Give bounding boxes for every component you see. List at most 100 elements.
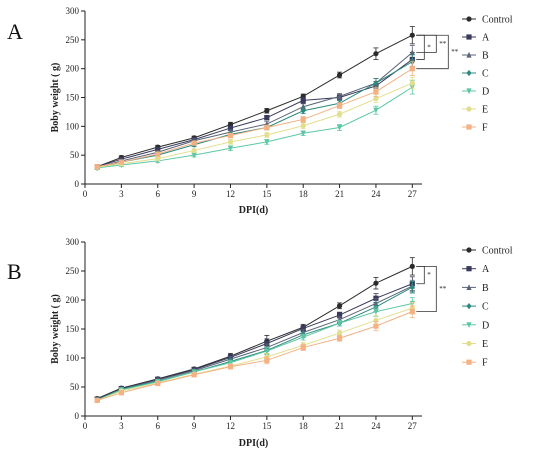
legend-swatch-marker: [466, 88, 472, 95]
legend-item-b: B: [462, 51, 489, 62]
panel-b-series-a-point: [373, 295, 379, 301]
panel-a-significance-bracket: **: [416, 34, 459, 70]
bracket-line: [416, 265, 425, 285]
legend-item-b: B: [462, 283, 489, 294]
panel-a-x-tick-label: 15: [262, 189, 272, 199]
panel-b-series-e-point: [336, 330, 343, 336]
significance-marker: *: [427, 271, 431, 279]
legend-swatch-marker: [466, 340, 472, 347]
panel-b-series-d-point: [373, 309, 379, 315]
panel-a-series-control-point: [409, 32, 415, 38]
panel-a-series-b-point: [409, 49, 415, 56]
legend-label: B: [482, 283, 489, 294]
panel-a-series-d-line: [97, 86, 413, 169]
panel-b: B 0 50 100 150 200 250 300 0 3 6 9 12 15 18 21 24 27 DPI(d…: [7, 237, 513, 449]
panel-a-y-tick-label: 100: [66, 121, 80, 131]
panel-b-series-e-line: [96, 307, 413, 401]
panel-b-series-f-point: [191, 372, 197, 378]
legend-label: F: [482, 123, 488, 134]
panel-b-series-f: [94, 305, 415, 403]
panel-a-series-c-point: [373, 79, 379, 87]
panel-b-significance-bracket: **: [416, 265, 447, 313]
panel-a-y-tick-label: 0: [75, 179, 80, 189]
legend-label: E: [482, 105, 488, 116]
bracket-line: [416, 34, 449, 70]
panel-a-x-tick-label: 24: [371, 189, 381, 199]
panel-b-x-tick-label: 15: [262, 421, 272, 431]
legend-swatch-marker: [466, 359, 472, 365]
panel-b-x-tick-label: 6: [155, 421, 160, 431]
panel-b-series-f-point: [155, 380, 161, 387]
panel-b-y-tick-label: 0: [75, 411, 80, 421]
significance-marker: **: [439, 285, 447, 293]
significance-marker: *: [427, 43, 431, 51]
legend-item-f: F: [462, 358, 488, 369]
significance-marker: **: [451, 48, 459, 56]
panel-a-series-e-point: [300, 123, 306, 129]
panel-a-series-d-point: [227, 145, 234, 152]
panel-a-series-e-point: [264, 132, 270, 138]
panel-a-letter: A: [7, 19, 23, 44]
legend-swatch-marker: [466, 34, 472, 40]
legend-label: E: [482, 339, 488, 350]
panel-a-x-axis-title: DPI(d): [239, 205, 268, 216]
panel-a-y-axis-title: Boby weight ( g): [50, 63, 61, 133]
panel-b-series-c: [94, 281, 415, 403]
panel-a-series-f-point: [373, 89, 379, 95]
panel-a-y-tick-label: 200: [66, 64, 80, 74]
panel-b-y-tick-label: 200: [66, 295, 80, 305]
panel-a-series-c-point: [300, 107, 306, 114]
legend-label: B: [482, 51, 489, 62]
legend-label: A: [482, 264, 490, 275]
legend-swatch-marker: [466, 124, 472, 130]
panel-a-series-f: [94, 61, 415, 170]
panel-a-series-e-line: [97, 82, 413, 168]
legend-label: A: [482, 33, 490, 44]
panel-a-significance-bracket: **: [416, 34, 447, 53]
legend-swatch-marker: [466, 106, 472, 112]
panel-b-series-b: [94, 279, 415, 403]
panel-b-series-d: [94, 297, 415, 404]
panel-b-x-axis-title: DPI(d): [239, 438, 268, 449]
legend-swatch-marker: [466, 69, 472, 77]
bracket-line: [416, 34, 437, 53]
panel-a-x-tick-label: 21: [335, 189, 344, 199]
panel-b-series-d-point: [227, 360, 234, 366]
panel-a-series-e-point: [336, 111, 343, 117]
panel-b-series-a-line: [96, 283, 413, 400]
panel-b-y-tick-label: 250: [66, 266, 80, 276]
panel-a-series-d-point: [264, 139, 270, 146]
panel-b-x-tick-label: 21: [335, 421, 344, 431]
legend-label: F: [482, 358, 488, 369]
panel-b-series-c-point: [409, 284, 415, 291]
panel-a-y-tick-label: 300: [66, 6, 80, 16]
panel-b-y-tick-label: 300: [66, 237, 80, 247]
panel-b-series-f-line: [96, 311, 413, 401]
legend-item-a: A: [462, 264, 490, 275]
panel-b-series-control-point: [409, 263, 415, 269]
panel-b-series-f-point: [227, 364, 234, 370]
legend-item-c: C: [462, 302, 489, 313]
legend-label: C: [482, 302, 489, 313]
panel-b-series-f-point: [336, 335, 343, 341]
panel-b-series-f-point: [94, 397, 100, 403]
panel-a-series-a-point: [300, 97, 306, 103]
legend-item-control: Control: [462, 15, 513, 26]
panel-a-x-tick-label: 3: [119, 189, 124, 199]
panel-b-series-f-point: [264, 357, 270, 363]
panel-a-series-control: [94, 26, 415, 170]
legend-swatch-marker: [466, 16, 472, 22]
legend-item-a: A: [462, 33, 490, 44]
legend-item-e: E: [462, 339, 488, 350]
legend-label: D: [482, 320, 489, 331]
legend-swatch-marker: [466, 247, 472, 253]
bracket-line: [416, 34, 425, 60]
panel-a: A 0 50 100 150 200 250 300 0 3 6 9 12 15 18 21 24 27 DPI(d…: [7, 6, 513, 216]
panel-b-series-d-line: [96, 302, 413, 401]
panel-a-series-b-point: [336, 93, 343, 99]
panel-b-series-c-line: [96, 286, 413, 401]
legend-item-e: E: [462, 105, 488, 116]
panel-a-series-control-point: [336, 72, 343, 78]
panel-a-series-a-line: [96, 59, 413, 168]
